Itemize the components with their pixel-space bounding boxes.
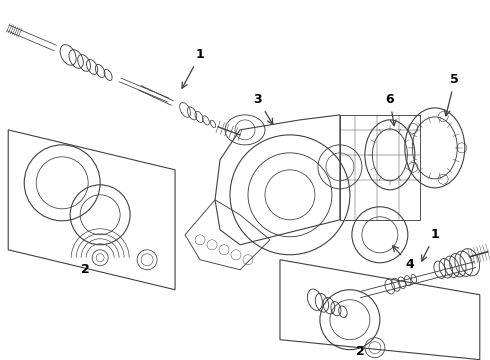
Text: 4: 4 (392, 246, 414, 271)
Text: 6: 6 (386, 93, 396, 126)
Text: 2: 2 (81, 263, 90, 276)
Text: 3: 3 (254, 93, 273, 124)
Text: 1: 1 (182, 49, 204, 88)
Text: 2: 2 (356, 345, 364, 358)
Text: 1: 1 (422, 228, 439, 261)
Text: 5: 5 (444, 73, 459, 116)
